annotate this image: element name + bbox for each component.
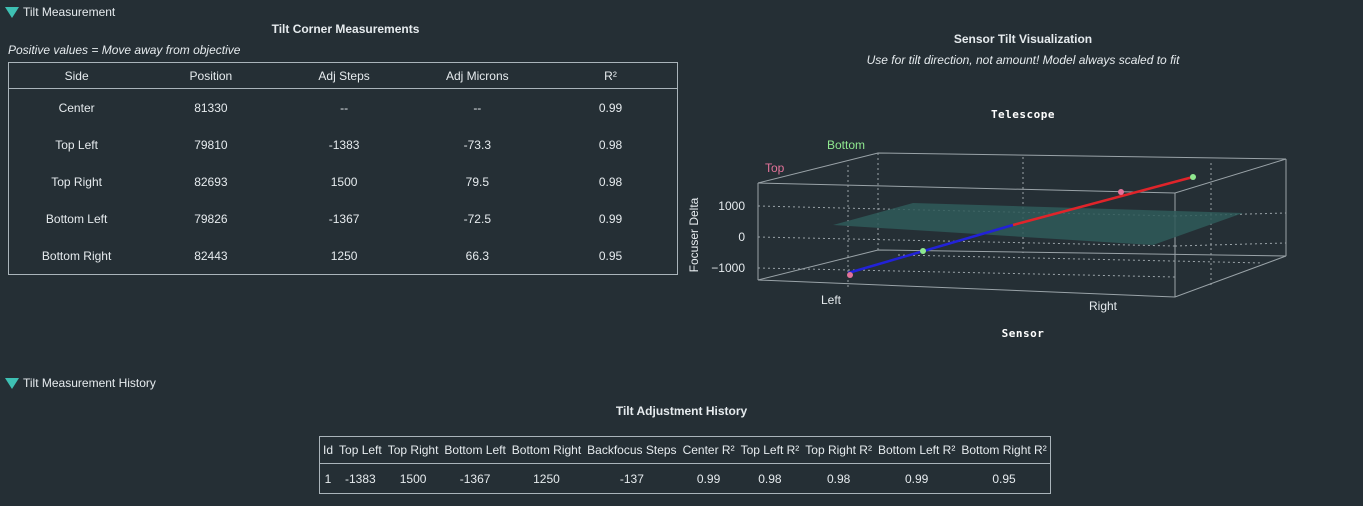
col-bottom-left: Bottom Left	[441, 436, 509, 464]
cell-side: Bottom Left	[45, 211, 108, 226]
tick-minus-1000: −1000	[711, 261, 745, 275]
sensor-plane	[833, 203, 1243, 245]
cell-bottom-left: -1367	[459, 471, 491, 486]
tilt-history-header[interactable]: Tilt Measurement History	[5, 376, 156, 390]
collapse-triangle-icon[interactable]	[5, 377, 19, 389]
cell-top-right: 1500	[399, 471, 427, 486]
cell-backfocus-steps: -137	[619, 471, 644, 486]
cell-r2: 0.99	[598, 100, 623, 115]
col-top-right-r2: Top Right R²	[802, 436, 875, 464]
col-center-r2: Center R²	[679, 436, 738, 464]
cell-position: 81330	[194, 100, 228, 115]
cell-r2: 0.98	[598, 137, 623, 152]
cell-r2: 0.99	[598, 211, 623, 226]
sensor-label: Sensor	[1002, 327, 1045, 340]
table-row: Bottom Right 82443 1250 66.3 0.95	[9, 237, 678, 275]
right-label: Right	[1089, 299, 1118, 313]
cell-adj-steps: 1500	[330, 174, 358, 189]
cell-side: Top Left	[55, 137, 98, 152]
corner-table: Side Position Adj Steps Adj Microns R² C…	[8, 62, 678, 275]
marker-top	[1190, 174, 1196, 180]
collapse-triangle-icon[interactable]	[5, 6, 19, 18]
col-side: Side	[8, 62, 145, 89]
cell-center-r2: 0.99	[696, 471, 721, 486]
cell-position: 82693	[194, 174, 228, 189]
tick-0: 0	[738, 230, 745, 244]
col-adj-steps: Adj Steps	[277, 62, 411, 89]
col-bottom-right: Bottom Right	[508, 436, 585, 464]
cell-top-left: -1383	[345, 471, 376, 486]
corner-table-title: Tilt Corner Measurements	[271, 22, 420, 36]
cell-adj-microns: 66.3	[465, 248, 489, 263]
col-backfocus-steps: Backfocus Steps	[584, 436, 680, 464]
left-label: Left	[821, 293, 842, 307]
table-row: Top Right 82693 1500 79.5 0.98	[9, 163, 678, 200]
cell-adj-microns: -73.3	[463, 137, 491, 152]
corner-table-header: Side Position Adj Steps Adj Microns R²	[8, 62, 678, 89]
cell-adj-steps: 1250	[330, 248, 358, 263]
cell-adj-microns: --	[473, 100, 482, 115]
tick-1000: 1000	[718, 199, 745, 213]
table-row: Bottom Left 79826 -1367 -72.5 0.99	[9, 200, 678, 237]
col-r2: R²	[543, 62, 678, 89]
bottom-label: Bottom	[827, 138, 865, 152]
marker-bottom-left	[847, 272, 853, 278]
history-table-title: Tilt Adjustment History	[615, 404, 748, 418]
box-frame	[757, 152, 1287, 298]
cell-adj-microns: -72.5	[463, 211, 491, 226]
cell-r2: 0.95	[598, 248, 623, 263]
focuser-delta-axis-label: Focuser Delta	[687, 197, 701, 272]
col-top-left-r2: Top Left R²	[737, 436, 803, 464]
marker-center	[920, 248, 926, 254]
telescope-label: Telescope	[991, 108, 1055, 121]
table-row: Center 81330 -- -- 0.99	[9, 89, 678, 127]
cell-top-right-r2: 0.98	[826, 471, 851, 486]
cell-bottom-left-r2: 0.99	[904, 471, 929, 486]
cell-side: Top Right	[51, 174, 102, 189]
col-top-right: Top Right	[384, 436, 442, 464]
top-label: Top	[765, 161, 785, 175]
cell-position: 79826	[194, 211, 228, 226]
cell-adj-steps: --	[340, 100, 349, 115]
col-id: Id	[319, 436, 337, 464]
cell-bottom-right: 1250	[533, 471, 560, 486]
tilt-measurement-title: Tilt Measurement	[23, 5, 116, 19]
sensor-tilt-3d-plot[interactable]: Telescope Sensor Top Bottom Left Right F…	[683, 95, 1363, 350]
cell-side: Bottom Right	[41, 248, 112, 263]
cell-adj-microns: 79.5	[465, 174, 489, 189]
cell-position: 82443	[194, 248, 228, 263]
visualization-subtitle: Use for tilt direction, not amount! Mode…	[866, 53, 1180, 67]
tilt-line-red	[1012, 175, 1194, 227]
history-table: Id Top Left Top Right Bottom Left Bottom…	[319, 436, 1051, 494]
visualization-title: Sensor Tilt Visualization	[953, 32, 1093, 46]
cell-id: 1	[324, 471, 332, 486]
cell-side: Center	[58, 100, 95, 115]
history-table-header: Id Top Left Top Right Bottom Left Bottom…	[319, 436, 1051, 464]
col-top-left: Top Left	[336, 436, 385, 464]
cell-adj-steps: -1383	[328, 137, 360, 152]
tilt-history-title: Tilt Measurement History	[23, 376, 156, 390]
marker-top-right	[1118, 189, 1124, 195]
corner-table-note: Positive values = Move away from objecti…	[8, 43, 241, 57]
tilt-measurement-header[interactable]: Tilt Measurement	[5, 5, 115, 19]
col-position: Position	[144, 62, 278, 89]
cell-top-left-r2: 0.98	[758, 471, 782, 486]
col-adj-microns: Adj Microns	[410, 62, 544, 89]
col-bottom-right-r2: Bottom Right R²	[958, 436, 1051, 464]
col-bottom-left-r2: Bottom Left R²	[874, 436, 959, 464]
cell-adj-steps: -1367	[328, 211, 360, 226]
table-row: 1 -1383 1500 -1367 1250 -137 0.99 0.98 0…	[320, 464, 1051, 494]
table-row: Top Left 79810 -1383 -73.3 0.98	[9, 126, 678, 163]
cell-r2: 0.98	[598, 174, 623, 189]
cell-position: 79810	[194, 137, 228, 152]
tilt-line-blue	[847, 223, 1014, 275]
cell-bottom-right-r2: 0.95	[992, 471, 1016, 486]
